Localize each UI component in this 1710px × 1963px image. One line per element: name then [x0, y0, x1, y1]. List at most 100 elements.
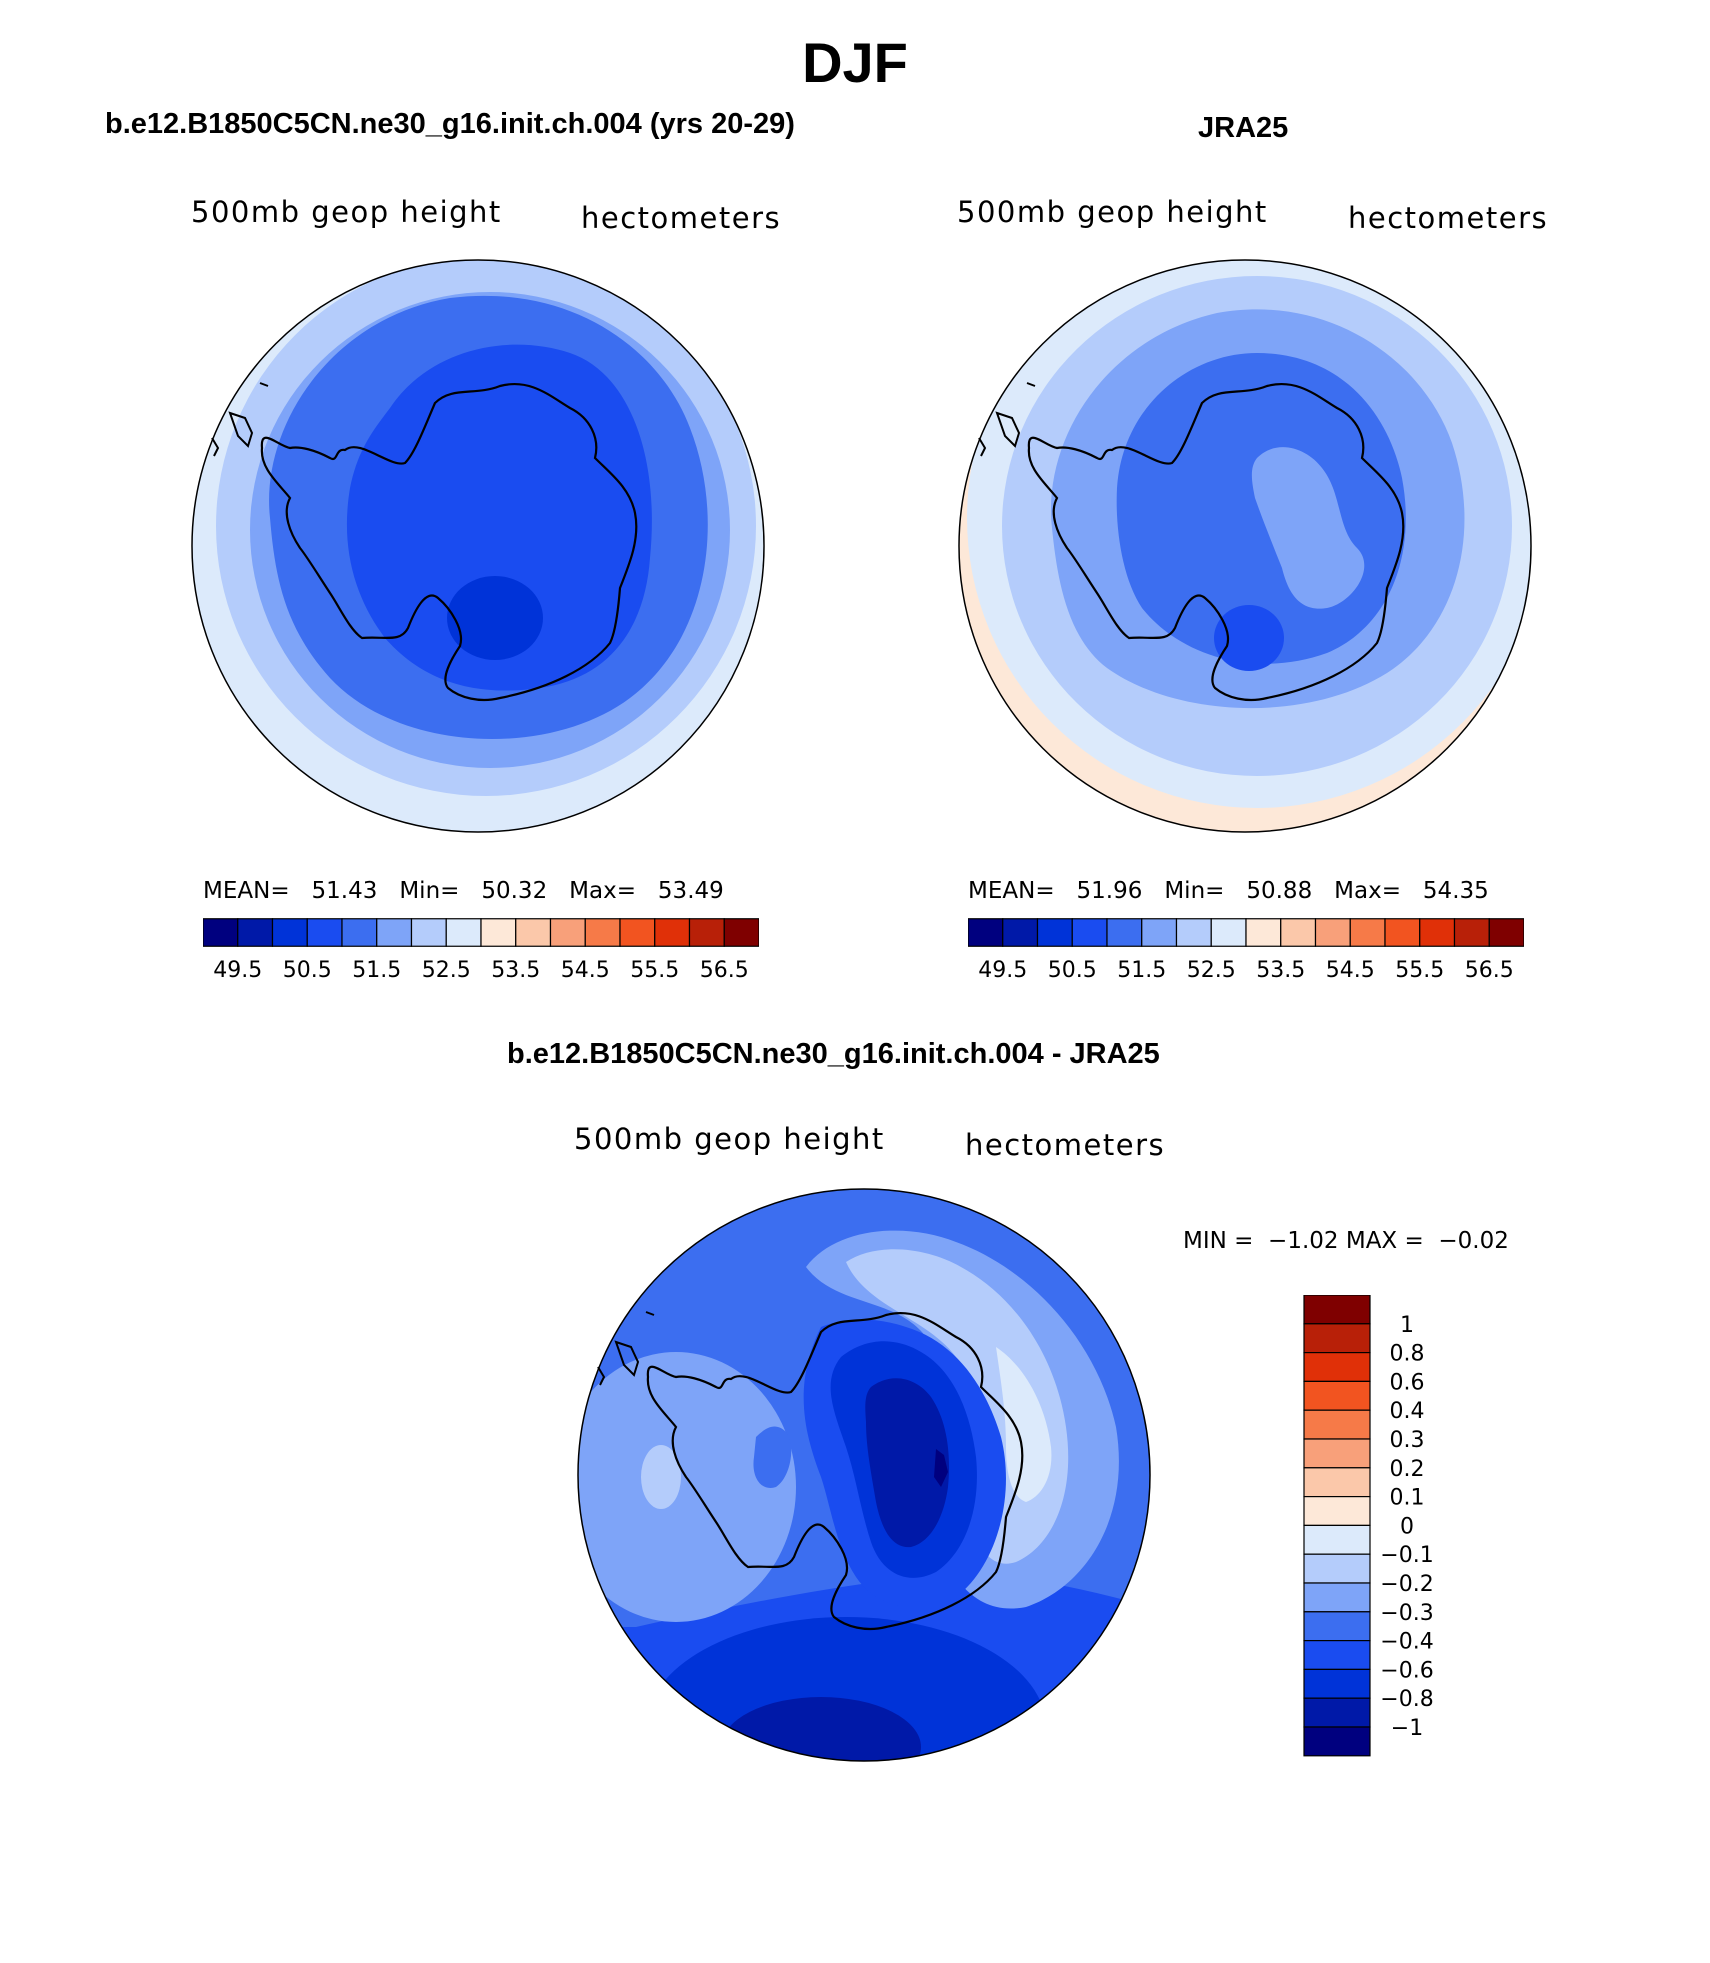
colorbar-swatch	[654, 918, 691, 947]
colorbar-swatch	[1303, 1323, 1371, 1354]
colorbar-swatch	[1453, 918, 1490, 947]
colorbar-swatch	[1303, 1351, 1371, 1382]
colorbar-swatch	[237, 918, 274, 947]
colorbar-swatch	[306, 918, 343, 947]
panel-1-map	[191, 259, 765, 833]
panel-2-map	[958, 259, 1532, 833]
colorbar-swatch	[1303, 1467, 1371, 1498]
panel-2-colorbar-ticks: 49.5 50.5 51.5 52.5 53.5 54.5 55.5 56.5	[968, 958, 1524, 988]
colorbar-swatch	[584, 918, 621, 947]
colorbar-swatch	[619, 918, 656, 947]
panel-3-stats: MIN = −1.02 MAX = −0.02	[1183, 1228, 1509, 1254]
colorbar-tick-label: 54.5	[1325, 958, 1375, 983]
colorbar-swatch	[1303, 1438, 1371, 1469]
panel-1-title: b.e12.B1850C5CN.ne30_g16.init.ch.004 (yr…	[105, 108, 795, 140]
colorbar-tick-label: 0.6	[1390, 1370, 1425, 1395]
panel-1-colorbar	[202, 918, 760, 947]
colorbar-swatch	[1245, 918, 1282, 947]
colorbar-swatch	[1175, 918, 1212, 947]
colorbar-tick-label: 0.3	[1390, 1428, 1425, 1453]
panel-1-colorbar-swatches	[202, 918, 760, 947]
colorbar-tick-label: 49.5	[978, 958, 1028, 983]
colorbar-swatch	[688, 918, 725, 947]
panel-3-title: b.e12.B1850C5CN.ne30_g16.init.ch.004 - J…	[507, 1038, 1160, 1070]
panel-3-colorbar: 1 0.8 0.6 0.4 0.3 0.2 0.1 0 −0.1 −0.2 −0.3 −0.4 −0.6…	[1303, 1295, 1434, 1757]
panel-2-stats: MEAN= 51.96 Min= 50.88 Max= 54.35	[968, 878, 1489, 904]
panel-3-variable-label: 500mb geop height	[574, 1122, 885, 1156]
colorbar-tick-label: 56.5	[1464, 958, 1514, 983]
colorbar-swatch	[1303, 1380, 1371, 1411]
colorbar-swatch	[1303, 1668, 1371, 1699]
colorbar-swatch	[480, 918, 517, 947]
panel-1-variable-label: 500mb geop height	[191, 195, 502, 229]
colorbar-swatch	[723, 918, 760, 947]
colorbar-tick-label: 49.5	[213, 958, 263, 983]
colorbar-swatch	[1303, 1582, 1371, 1613]
colorbar-swatch	[1488, 918, 1525, 947]
panel-2-title: JRA25	[1198, 112, 1289, 144]
panel-1-stats: MEAN= 51.43 Min= 50.32 Max= 53.49	[203, 878, 724, 904]
colorbar-tick-label: 56.5	[699, 958, 749, 983]
colorbar-swatch	[1303, 1697, 1371, 1728]
colorbar-swatch	[410, 918, 447, 947]
map-boundary	[577, 1188, 1151, 1762]
colorbar-swatch	[445, 918, 482, 947]
colorbar-swatch	[1071, 918, 1108, 947]
panel-2-units-label: hectometers	[1348, 201, 1549, 235]
colorbar-swatch	[376, 918, 413, 947]
colorbar-tick-label: −0.8	[1380, 1687, 1433, 1712]
colorbar-swatch	[1106, 918, 1143, 947]
colorbar-swatch	[1303, 1496, 1371, 1527]
colorbar-swatch	[1280, 918, 1317, 947]
antarctica-coastline	[1027, 382, 1405, 702]
colorbar-tick-label: −0.3	[1380, 1601, 1433, 1626]
colorbar-tick-label: 0.8	[1390, 1342, 1425, 1367]
panel-3-map	[577, 1188, 1151, 1762]
page-title: DJF	[802, 31, 908, 94]
colorbar-tick-label: 0.1	[1390, 1486, 1425, 1511]
colorbar-tick-label: 55.5	[1395, 958, 1445, 983]
colorbar-tick-label: 53.5	[1256, 958, 1306, 983]
colorbar-swatch	[1303, 1524, 1371, 1555]
colorbar-swatch	[1349, 918, 1386, 947]
colorbar-swatch	[1141, 918, 1178, 947]
panel-3-units-label: hectometers	[965, 1128, 1166, 1162]
colorbar-tick-label: 54.5	[560, 958, 610, 983]
colorbar-tick-label: 0.2	[1390, 1457, 1425, 1482]
colorbar-tick-label: 0.4	[1390, 1399, 1425, 1424]
panel-1-units-label: hectometers	[581, 201, 782, 235]
colorbar-tick-label: −1	[1391, 1716, 1423, 1741]
colorbar-swatch	[549, 918, 586, 947]
colorbar-swatch	[1303, 1726, 1371, 1757]
colorbar-swatch	[1384, 918, 1421, 947]
colorbar-swatch	[515, 918, 552, 947]
colorbar-tick-label: 53.5	[491, 958, 541, 983]
colorbar-tick-label: 50.5	[1047, 958, 1097, 983]
colorbar-swatch	[1303, 1295, 1371, 1325]
colorbar-tick-label: 50.5	[282, 958, 332, 983]
panel-2-variable-label: 500mb geop height	[957, 195, 1268, 229]
colorbar-swatch	[1419, 918, 1456, 947]
colorbar-swatch	[1002, 918, 1039, 947]
colorbar-swatch	[271, 918, 308, 947]
colorbar-tick-label: 55.5	[630, 958, 680, 983]
antarctica-coastline	[646, 1311, 1024, 1631]
colorbar-swatch	[967, 918, 1004, 947]
colorbar-swatch	[202, 918, 239, 947]
panel-2-colorbar-swatches	[967, 918, 1525, 947]
colorbar-swatch	[1303, 1640, 1371, 1671]
colorbar-tick-label: 52.5	[1186, 958, 1236, 983]
colorbar-tick-label: −0.1	[1380, 1543, 1433, 1568]
colorbar-swatch	[1210, 918, 1247, 947]
panel-1-colorbar-ticks: 49.5 50.5 51.5 52.5 53.5 54.5 55.5 56.5	[203, 958, 759, 988]
colorbar-swatch	[1303, 1409, 1371, 1440]
colorbar-tick-label: −0.4	[1380, 1630, 1433, 1655]
map-boundary	[191, 259, 765, 833]
colorbar-tick-label: −0.6	[1380, 1658, 1433, 1683]
colorbar-swatch	[1314, 918, 1351, 947]
colorbar-tick-label: 51.5	[1117, 958, 1167, 983]
colorbar-swatch	[1036, 918, 1073, 947]
colorbar-swatch	[341, 918, 378, 947]
panel-2-colorbar	[967, 918, 1525, 947]
colorbar-swatch	[1303, 1553, 1371, 1584]
